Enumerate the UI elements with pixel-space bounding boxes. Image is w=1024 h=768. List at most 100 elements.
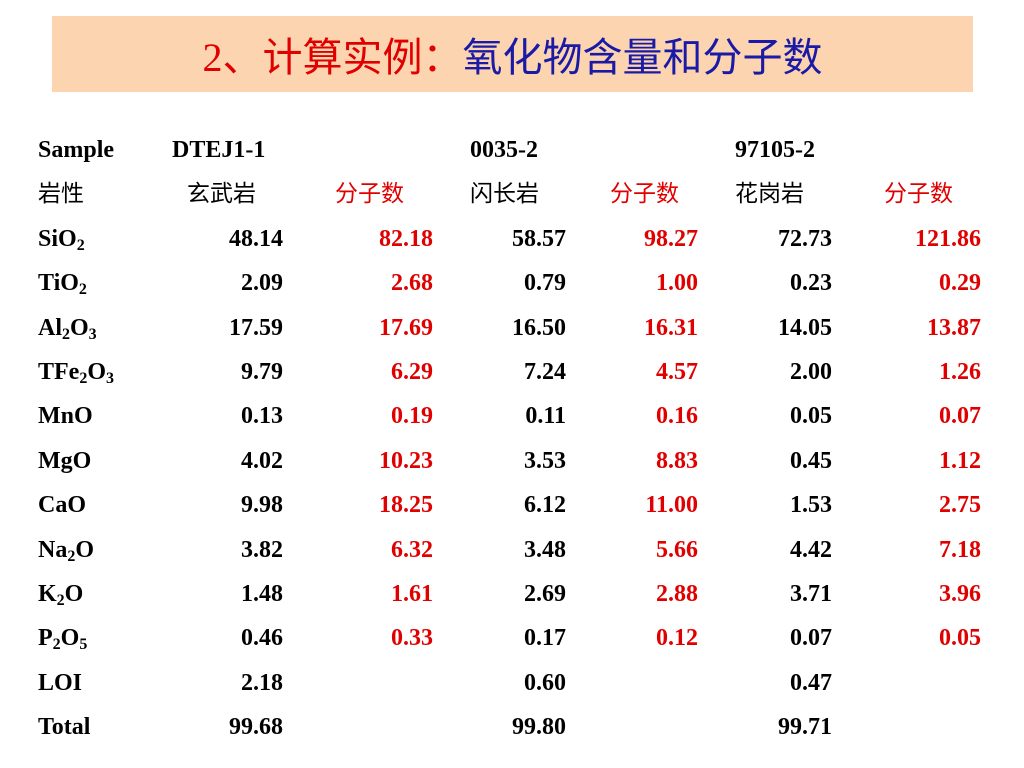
molecular-number: 18.25 bbox=[379, 492, 433, 519]
row-label: CaO bbox=[38, 490, 86, 520]
molecular-number: 17.69 bbox=[379, 314, 433, 341]
oxide-content: 0.11 bbox=[525, 403, 566, 430]
molecular-number: 8.83 bbox=[656, 447, 698, 474]
label-part: CaO bbox=[38, 492, 86, 519]
label-part: LOI bbox=[38, 669, 83, 696]
oxide-content: 3.82 bbox=[241, 536, 283, 563]
row-label: LOI bbox=[38, 668, 82, 698]
oxide-content: 0.60 bbox=[524, 669, 566, 696]
oxide-content: 17.59 bbox=[229, 314, 283, 341]
label-part: O bbox=[87, 359, 106, 385]
label-part: Al bbox=[38, 314, 62, 341]
oxide-content: 0.45 bbox=[790, 447, 832, 474]
label-part: O bbox=[60, 625, 80, 652]
oxide-content: 0.46 bbox=[241, 625, 283, 652]
molecular-number: 121.86 bbox=[915, 225, 981, 252]
row-label: SiO2 bbox=[38, 224, 85, 254]
label-part: O bbox=[75, 536, 95, 563]
molecular-number: 2.68 bbox=[391, 270, 433, 297]
molecular-number: 11.00 bbox=[645, 492, 698, 519]
label-part: TiO bbox=[38, 270, 79, 297]
molecular-number: 1.12 bbox=[939, 447, 981, 474]
label-part: P bbox=[38, 625, 53, 652]
row-label: MgO bbox=[38, 446, 91, 476]
molecular-number: 1.00 bbox=[656, 270, 698, 297]
molecular-number: 0.29 bbox=[939, 270, 981, 297]
oxide-content: 2.09 bbox=[241, 270, 283, 297]
subscript: 2 bbox=[56, 592, 65, 609]
oxide-content: 2.69 bbox=[524, 581, 566, 607]
molecular-number: 0.19 bbox=[391, 403, 433, 430]
oxide-content: 0.07 bbox=[790, 625, 832, 652]
subheader-cell: 岩性 bbox=[38, 181, 84, 208]
row-label: P2O5 bbox=[38, 623, 87, 653]
molecular-number: 7.18 bbox=[939, 536, 981, 563]
title-prefix: 2、计算实例： bbox=[202, 35, 463, 80]
row-label: K2O bbox=[38, 579, 83, 609]
label-part: TFe bbox=[38, 359, 80, 385]
subscript: 2 bbox=[67, 547, 76, 565]
molecular-number: 13.87 bbox=[927, 314, 981, 341]
title-box: 2、计算实例： 氧化物含量和分子数 bbox=[52, 16, 973, 92]
oxide-content: 4.42 bbox=[790, 536, 832, 563]
subscript: 3 bbox=[106, 370, 114, 387]
molecular-number: 0.33 bbox=[391, 625, 433, 652]
oxide-content: 99.71 bbox=[778, 714, 832, 741]
header-cell: 97105-2 bbox=[735, 137, 815, 163]
oxide-content: 3.48 bbox=[524, 536, 566, 563]
subheader-cell: 玄武岩 bbox=[187, 181, 256, 208]
header-cell: 0035-2 bbox=[470, 137, 538, 163]
oxide-content: 6.12 bbox=[524, 492, 566, 519]
oxide-content: 4.02 bbox=[241, 447, 283, 474]
label-part: MgO bbox=[38, 447, 92, 474]
molecular-number: 0.16 bbox=[656, 403, 698, 430]
subheader-cell: 闪长岩 bbox=[470, 181, 539, 208]
oxide-content: 0.79 bbox=[524, 270, 566, 297]
oxide-content: 1.53 bbox=[790, 492, 832, 519]
subheader-cell: 分子数 bbox=[884, 181, 953, 208]
title-main: 氧化物含量和分子数 bbox=[462, 35, 823, 80]
molecular-number: 2.88 bbox=[656, 581, 698, 607]
molecular-number: 0.07 bbox=[939, 403, 981, 430]
oxide-content: 3.71 bbox=[790, 581, 832, 607]
subscript: 2 bbox=[76, 236, 85, 254]
oxide-content: 99.80 bbox=[512, 714, 566, 741]
subscript: 3 bbox=[88, 325, 97, 343]
molecular-number: 2.75 bbox=[939, 492, 981, 519]
row-label: Na2O bbox=[38, 535, 94, 565]
subscript: 2 bbox=[62, 325, 70, 343]
molecular-number: 0.05 bbox=[939, 625, 981, 652]
oxide-content: 2.18 bbox=[241, 669, 283, 696]
oxide-content: 58.57 bbox=[512, 225, 566, 252]
molecular-number: 10.23 bbox=[379, 447, 433, 474]
subscript: 2 bbox=[52, 636, 61, 654]
oxide-content: 1.48 bbox=[241, 581, 283, 607]
oxide-content: 72.73 bbox=[778, 225, 832, 252]
molecular-number: 82.18 bbox=[379, 225, 433, 252]
label-part: SiO bbox=[38, 225, 77, 252]
oxide-content: 16.50 bbox=[512, 314, 566, 341]
oxide-content: 2.00 bbox=[790, 359, 832, 385]
oxide-content: 0.23 bbox=[790, 270, 832, 297]
oxide-content: 99.68 bbox=[229, 714, 283, 741]
subheader-cell: 分子数 bbox=[610, 181, 679, 208]
oxide-content: 9.79 bbox=[241, 359, 283, 385]
label-part: O bbox=[70, 314, 89, 341]
row-label: TiO2 bbox=[38, 268, 87, 298]
label-part: MnO bbox=[38, 403, 93, 430]
label-part: O bbox=[64, 581, 84, 607]
oxide-content: 9.98 bbox=[241, 492, 283, 519]
label-part: K bbox=[38, 581, 57, 607]
molecular-number: 1.26 bbox=[939, 359, 981, 385]
row-label: Al2O3 bbox=[38, 313, 97, 343]
subscript: 2 bbox=[79, 370, 88, 387]
oxide-content: 7.24 bbox=[524, 359, 566, 385]
oxide-content: 48.14 bbox=[229, 225, 283, 252]
subscript: 5 bbox=[79, 636, 88, 654]
molecular-number: 6.32 bbox=[391, 536, 433, 563]
row-label: MnO bbox=[38, 401, 93, 431]
molecular-number: 0.12 bbox=[656, 625, 698, 652]
row-label: TFe2O3 bbox=[38, 357, 114, 387]
row-label: Total bbox=[38, 712, 90, 742]
